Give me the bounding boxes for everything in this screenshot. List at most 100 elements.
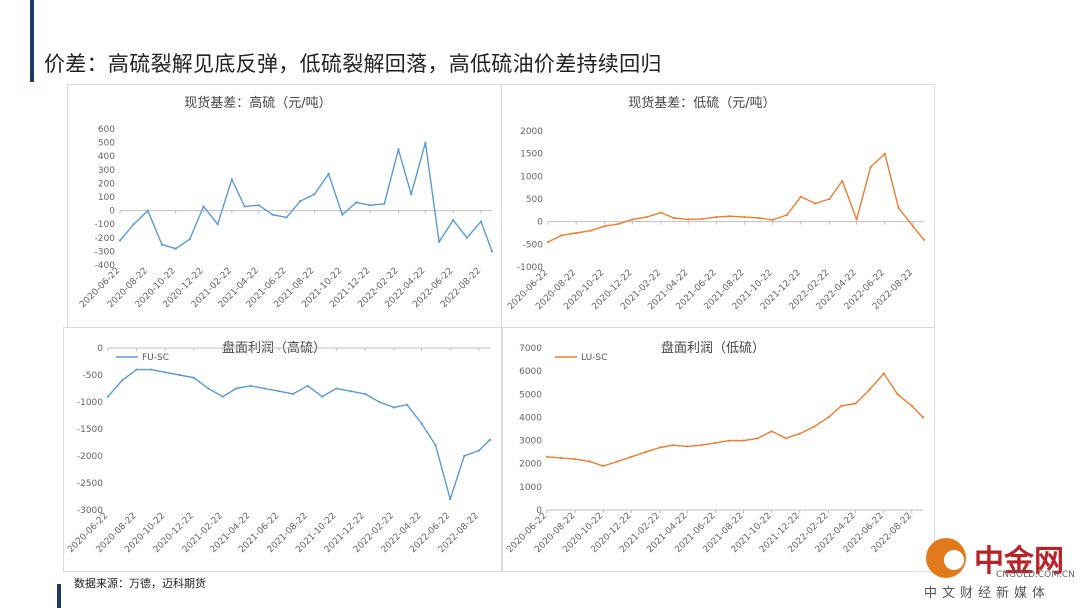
- data-point: [882, 372, 885, 375]
- data-point: [546, 241, 550, 244]
- data-point: [216, 223, 219, 226]
- chart-hs-basis: 现货基差：高硫（元/吨） -400 -300 -200 -100 0 100 200 300 40…: [78, 95, 494, 310]
- data-point: [559, 456, 562, 459]
- legend-label: FU-SC: [142, 353, 169, 363]
- data-point: [588, 460, 591, 463]
- y-tick-label: 1000: [519, 483, 542, 493]
- data-point: [715, 216, 718, 219]
- y-tick-label: -3000: [77, 506, 103, 516]
- data-point: [164, 371, 167, 374]
- chart-title: 现货基差：高硫（元/吨）: [184, 95, 331, 111]
- data-point: [449, 498, 452, 501]
- data-point: [257, 204, 260, 207]
- data-point: [589, 229, 592, 232]
- data-point: [841, 179, 844, 182]
- data-point: [770, 430, 773, 433]
- data-point: [292, 392, 295, 395]
- data-point: [575, 231, 578, 235]
- data-point: [207, 387, 210, 390]
- chart-title: 盘面利润（低硫）: [661, 340, 765, 356]
- chart-panel-hs-basis: 现货基差：高硫（元/吨） -400 -300 -200 -100 0 100 200 300 40…: [67, 84, 503, 328]
- data-point: [271, 213, 274, 216]
- data-point: [434, 444, 437, 447]
- data-point: [910, 404, 913, 407]
- data-point: [545, 455, 549, 458]
- y-tick-label: -200: [95, 234, 116, 244]
- data-point: [827, 416, 830, 419]
- data-point: [121, 379, 124, 382]
- data-point: [285, 216, 288, 219]
- y-tick-label: 3000: [519, 437, 542, 447]
- data-point: [687, 218, 690, 221]
- data-point: [714, 441, 717, 444]
- data-point: [424, 141, 427, 144]
- y-tick-label: 5000: [519, 390, 542, 400]
- chart-panel-lu-sc: 盘面利润（低硫） 0 1000 2000 3000 4000 5000 6000 7000 202…: [502, 327, 935, 572]
- y-tick-label: -100: [95, 220, 116, 230]
- data-point: [405, 403, 409, 406]
- data-point: [146, 209, 149, 212]
- data-point: [630, 455, 633, 458]
- data-point: [150, 368, 153, 371]
- data-point: [631, 218, 634, 221]
- data-point: [410, 193, 413, 196]
- data-point: [828, 197, 831, 201]
- data-point: [160, 243, 164, 246]
- y-tick-label: 500: [526, 195, 543, 205]
- data-source-note: 数据来源：万德，迈科期货: [74, 577, 206, 590]
- y-tick-label: -2000: [77, 452, 103, 462]
- data-point: [757, 216, 760, 220]
- data-point: [868, 388, 871, 391]
- y-tick-label: 500: [98, 139, 115, 149]
- data-point: [728, 439, 731, 442]
- data-point: [178, 373, 181, 377]
- data-point: [452, 219, 455, 222]
- chart-ls-basis: 现货基差：低硫（元/吨）-1000-5000500100015002000202…: [506, 95, 926, 312]
- publisher-logo: 中金网 CNGOLD.COM.CN 中文财经新媒体: [918, 536, 1078, 604]
- data-point: [327, 172, 330, 175]
- y-tick-label: 2000: [520, 127, 543, 137]
- data-point: [230, 178, 233, 181]
- data-point: [174, 247, 177, 250]
- data-point: [438, 240, 441, 243]
- data-point: [397, 148, 400, 151]
- slide-title: 价差：高硫裂解见底反弹，低硫裂解回落，高低硫油价差持续回归: [44, 52, 662, 76]
- y-tick-label: -500: [83, 371, 104, 381]
- data-point: [355, 201, 358, 204]
- data-point: [263, 387, 266, 390]
- y-tick-label: -1000: [77, 398, 103, 408]
- data-point: [249, 384, 252, 387]
- y-tick-label: 0: [536, 506, 542, 516]
- y-tick-label: 0: [537, 218, 543, 228]
- data-point: [700, 444, 703, 447]
- data-point: [921, 416, 925, 419]
- data-point: [672, 216, 675, 220]
- data-point: [840, 404, 843, 407]
- legend-label: LU-SC: [581, 353, 607, 363]
- data-point: [306, 384, 309, 387]
- data-point: [192, 376, 195, 379]
- y-tick-label: 7000: [519, 344, 542, 354]
- data-point: [383, 202, 386, 205]
- data-point: [369, 204, 372, 207]
- data-point: [463, 454, 466, 458]
- y-tick-label: 400: [98, 152, 115, 162]
- data-point: [349, 390, 352, 393]
- y-tick-label: 4000: [519, 413, 542, 423]
- data-point: [363, 392, 366, 395]
- y-tick-label: 2000: [519, 460, 542, 470]
- data-point: [645, 216, 648, 219]
- y-tick-label: -300: [95, 247, 116, 257]
- chart-panel-ls-basis: 现货基差：低硫（元/吨） -1000 -500 0 500 1000 1500 2000 202…: [501, 84, 935, 328]
- y-tick-label: 1000: [520, 172, 543, 182]
- data-point: [299, 200, 302, 203]
- y-tick-label: -1500: [77, 425, 103, 435]
- logo-name: 中金网: [974, 544, 1064, 579]
- data-point: [883, 152, 886, 155]
- data-point: [392, 406, 395, 409]
- y-tick-label: 100: [98, 193, 115, 203]
- data-point: [729, 215, 732, 218]
- data-point: [135, 368, 138, 371]
- data-point: [784, 437, 788, 440]
- data-point: [188, 238, 191, 241]
